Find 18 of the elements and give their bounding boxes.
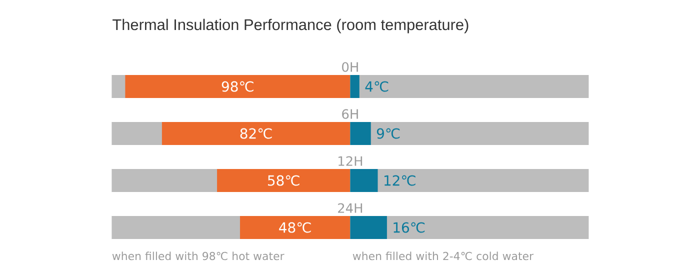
y-tick-label: 6H <box>342 109 358 119</box>
data-label: 16℃ <box>394 222 425 233</box>
data-label: 48℃ <box>279 222 311 233</box>
data-label: 12℃ <box>384 175 416 186</box>
data-label: 82℃ <box>240 128 272 139</box>
bar <box>350 169 378 192</box>
text: when filled with 2-4℃ cold water <box>352 252 534 260</box>
data-label: 58℃ <box>268 175 300 186</box>
data-label: 98℃ <box>222 81 254 92</box>
bar <box>350 122 371 146</box>
data-label: 9℃ <box>376 128 400 139</box>
y-tick-label: 24H <box>338 203 362 213</box>
data-label: 4℃ <box>365 81 388 92</box>
bar <box>350 75 360 98</box>
y-tick-label: 0H <box>342 62 358 72</box>
text: when filled with 98℃ hot water <box>112 252 284 260</box>
y-tick-label: 12H <box>338 156 362 166</box>
chart-title: Thermal Insulation Performance (room temperature) <box>112 18 468 34</box>
